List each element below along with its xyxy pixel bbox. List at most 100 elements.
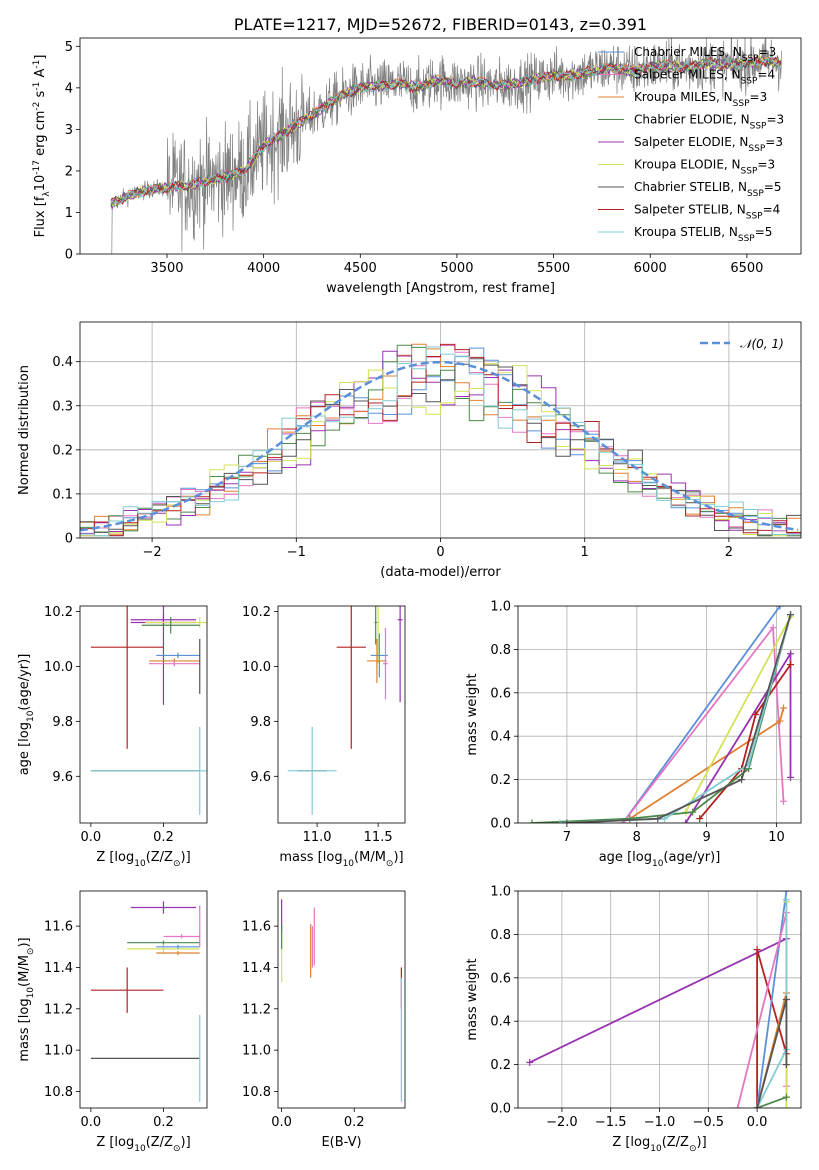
text-run: ⊙ <box>173 1144 181 1154</box>
y-tick-label: 10.0 <box>44 660 73 675</box>
x-tick-label: −1.5 <box>595 1115 627 1130</box>
legend: 𝒩(0, 1) <box>700 337 784 351</box>
y-axis-label: mass weight <box>465 673 480 755</box>
text-run: Salpeter STELIB, N <box>634 203 746 217</box>
text-run: SSP <box>747 189 764 199</box>
text-run: 10 <box>26 710 36 722</box>
weight-line-kroupa_stelib <box>559 614 792 823</box>
x-axis-label: Z [log10(Z/Z⊙)] <box>96 1135 190 1154</box>
text-run: Z [log <box>612 1135 650 1150</box>
x-tick-label: 0.2 <box>153 1115 174 1130</box>
y-tick-label: 1 <box>65 206 73 221</box>
text-run: -2 <box>32 102 42 111</box>
text-run: Z [log <box>96 1135 134 1150</box>
y-tick-label: 11.4 <box>44 961 73 976</box>
y-tick-label: 0.0 <box>490 817 511 832</box>
y-tick-label: 11.2 <box>44 1002 73 1017</box>
legend-entry: Chabrier STELIB, NSSP=5 <box>634 180 782 199</box>
text-run: age [log <box>17 722 32 775</box>
text-run: =4 <box>763 203 781 217</box>
y-tick-label: 4 <box>65 81 73 96</box>
y-axis-label: Flux [fλ10-17 erg cm-2 s-1 A-1] <box>32 55 52 238</box>
text-run: SSP <box>741 167 758 177</box>
x-tick-label: −1 <box>287 545 306 560</box>
text-run: Salpeter ELODIE, N <box>634 135 748 149</box>
text-run: =3 <box>759 45 777 59</box>
text-run: (age/yr)] <box>663 850 720 865</box>
x-tick-label: 6000 <box>634 261 667 276</box>
x-tick-label: 11.0 <box>303 830 332 845</box>
y-tick-label: 11.0 <box>242 1044 271 1059</box>
text-run: ⊙ <box>26 948 36 956</box>
histogram-kroupa_stelib <box>80 346 801 537</box>
plot-area <box>110 38 782 254</box>
x-tick-label: 4500 <box>344 261 377 276</box>
y-tick-label: 0.1 <box>52 487 73 502</box>
chart-title: PLATE=1217, MJD=52672, FIBERID=0143, z=0… <box>234 15 647 34</box>
axes-frame <box>517 605 802 824</box>
histogram-chabrier_stelib <box>80 358 801 536</box>
text-run: (Z/Z <box>146 850 173 865</box>
x-tick-label: 0.2 <box>153 830 174 845</box>
y-tick-label: 10.0 <box>242 660 271 675</box>
text-run: Chabrier STELIB, N <box>634 180 747 194</box>
x-tick-label: −2.0 <box>546 1115 578 1130</box>
histogram-chabrier_miles <box>80 347 801 537</box>
x-axis-label: wavelength [Angstrom, rest frame] <box>326 281 555 296</box>
text-run: -17 <box>32 160 42 175</box>
plot-area <box>518 891 801 1108</box>
text-run: )] <box>181 1135 191 1150</box>
text-run: 10 <box>652 859 664 869</box>
x-tick-label: −2 <box>143 545 162 560</box>
x-tick-label: 11.5 <box>364 830 393 845</box>
y-tick-label: 1.0 <box>490 885 511 900</box>
x-tick-label: 5500 <box>537 261 570 276</box>
text-run: -1 <box>32 60 42 69</box>
weight-line-chabrier_elodie <box>756 1096 787 1108</box>
model-line-kroupa_stelib <box>110 56 782 205</box>
text-run: Z [log <box>96 850 134 865</box>
y-tick-label: 0.6 <box>490 686 511 701</box>
text-run: Kroupa MILES, N <box>634 90 733 104</box>
x-tick-label: −0.5 <box>693 1115 725 1130</box>
text-run: 10 <box>33 175 48 192</box>
axes-frame <box>79 890 208 1109</box>
y-tick-label: 0.2 <box>490 773 511 788</box>
y-axis-label: Normed distribution <box>17 365 32 495</box>
y-axis-label: mass weight <box>465 958 480 1040</box>
weight-line-kroupa_elodie <box>684 616 792 813</box>
y-tick-label: 10.2 <box>44 605 73 620</box>
panel-age-vs-mass: 11.0 11.5 9.6 9.8 10.0 10.2 mass [log10(M/M⊙)] <box>242 605 406 869</box>
text-run: )] <box>181 850 191 865</box>
axes-frame <box>79 37 802 255</box>
x-tick-label: 3500 <box>150 261 183 276</box>
text-run: SSP <box>750 122 767 132</box>
text-run: SSP <box>738 234 755 244</box>
text-run: (M/M <box>17 955 32 987</box>
y-tick-label: 9.8 <box>52 715 73 730</box>
x-tick-label: 4000 <box>247 261 280 276</box>
plot-area <box>281 899 402 1102</box>
text-run: =3 <box>765 135 783 149</box>
text-run: 10 <box>134 859 146 869</box>
text-run: erg cm <box>33 111 48 160</box>
axes-frame <box>79 321 802 539</box>
y-tick-label: 0 <box>65 248 73 263</box>
x-axis-label: Z [log10(Z/Z⊙)] <box>612 1135 706 1154</box>
x-axis-label: Z [log10(Z/Z⊙)] <box>96 850 190 869</box>
x-tick-label: 2 <box>725 545 733 560</box>
y-tick-label: 3 <box>65 123 73 138</box>
y-tick-label: 0 <box>65 532 73 547</box>
weight-line-salpeter_elodie <box>529 937 787 1064</box>
x-tick-label: 10 <box>768 830 785 845</box>
x-tick-label: 9 <box>703 830 711 845</box>
text-run: λ <box>42 191 52 197</box>
y-tick-label: 0.8 <box>490 643 511 658</box>
text-run: SSP <box>746 212 763 222</box>
weight-line-salpeter_stelib <box>699 664 792 820</box>
text-run: ⊙ <box>173 859 181 869</box>
text-run: mass weight <box>465 958 480 1040</box>
plot-area <box>80 322 801 538</box>
y-tick-label: 11.0 <box>44 1044 73 1059</box>
